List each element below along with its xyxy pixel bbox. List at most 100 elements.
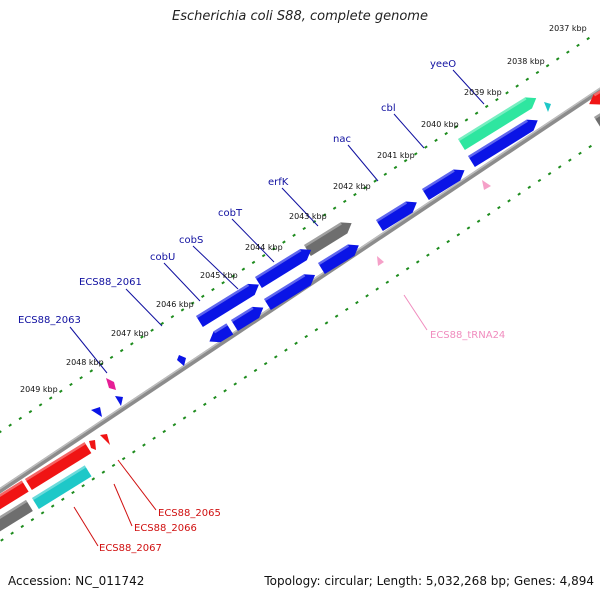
inner-tick-mark	[476, 219, 481, 223]
outer-tick-mark	[403, 159, 408, 163]
inner-tick-mark	[162, 429, 167, 434]
inner-tick-mark	[81, 484, 85, 488]
gene-label: ECS88_2063	[18, 315, 81, 326]
accession-text: Accession: NC_011742	[8, 574, 145, 588]
inner-tick-mark	[284, 348, 288, 352]
cds-block	[0, 480, 29, 510]
outer-tick-mark	[160, 321, 165, 326]
outer-tick-mark	[190, 301, 195, 305]
feature-layer	[0, 90, 600, 532]
outer-tick-mark	[332, 206, 337, 210]
outer-tick-mark	[109, 355, 114, 360]
small-feature	[115, 396, 123, 406]
inner-tick-mark	[40, 511, 45, 515]
inner-tick-mark	[0, 538, 4, 542]
inner-tick-mark	[152, 436, 156, 440]
inner-tick-mark	[578, 151, 582, 156]
small-feature	[106, 378, 116, 390]
gene-label: ECS88_2067	[99, 543, 162, 554]
inner-tick-mark	[588, 144, 592, 149]
outer-tick-mark	[545, 64, 550, 68]
kbp-tick-label: 2041 kbp	[377, 151, 415, 160]
leader-line-layer	[69, 69, 485, 547]
inner-tick-mark	[334, 314, 339, 318]
inner-tick-mark	[415, 260, 420, 264]
small-feature	[100, 434, 110, 445]
inner-tick-mark	[344, 307, 349, 312]
gene-leader-line	[117, 459, 157, 511]
small-feature	[91, 407, 102, 417]
cds-block-bevel	[594, 113, 600, 120]
inner-tick-mark	[294, 341, 298, 345]
outer-tick-mark	[322, 213, 327, 217]
cds-block	[468, 119, 538, 168]
gene-label: nac	[333, 134, 351, 145]
inner-tick-mark	[517, 192, 521, 196]
inner-tick-mark	[497, 205, 501, 210]
small-feature	[544, 102, 551, 112]
outer-tick-mark	[221, 281, 225, 285]
outer-tick-mark	[555, 57, 560, 61]
gene-leader-line	[281, 187, 319, 227]
cds-block-bevel	[213, 323, 228, 334]
gene-leader-line	[113, 483, 133, 527]
gene-leader-line	[452, 69, 485, 105]
outer-tick-mark	[59, 389, 63, 393]
cds-block	[209, 323, 234, 343]
inner-tick-mark	[466, 226, 471, 230]
outer-tick-mark	[464, 118, 469, 122]
cds-block	[589, 90, 600, 105]
gene-label: cobS	[179, 235, 203, 246]
outer-tick-mark	[119, 348, 124, 353]
inner-tick-mark	[324, 321, 329, 325]
trna-feature	[377, 256, 384, 266]
outer-tick-mark	[566, 50, 570, 54]
gene-leader-line	[163, 262, 201, 302]
gene-label: cobT	[218, 208, 243, 219]
outer-tick-mark	[130, 342, 134, 346]
kbp-tick-label: 2044 kbp	[245, 243, 283, 252]
inner-tick-mark	[182, 416, 187, 420]
inner-tick-mark	[121, 456, 126, 461]
kbp-tick-label: 2038 kbp	[507, 57, 545, 66]
inner-tick-mark	[385, 280, 390, 284]
inner-tick-mark	[537, 178, 542, 183]
inner-tick-mark	[446, 239, 450, 244]
outer-tick-mark	[271, 247, 276, 251]
outer-tick-mark	[8, 423, 12, 427]
outer-tick-mark	[434, 138, 438, 142]
inner-tick-mark	[263, 361, 268, 366]
inner-tick-mark	[91, 477, 96, 481]
outer-tick-mark	[383, 172, 388, 176]
outer-tick-mark	[201, 294, 205, 299]
cds-block-bevel	[0, 499, 28, 519]
kbp-tick-label: 2045 kbp	[200, 271, 238, 280]
cds-block-bevel	[231, 306, 254, 323]
cds-block	[594, 113, 600, 127]
cds-block	[231, 306, 264, 332]
kbp-tick-label: 2039 kbp	[464, 88, 502, 97]
inner-tick-mark	[365, 294, 369, 298]
genome-summary-text: Topology: circular; Length: 5,032,268 bp…	[264, 574, 594, 588]
outer-tick-mark	[18, 416, 23, 421]
inner-tick-mark	[568, 158, 572, 162]
gene-leader-line	[125, 288, 163, 327]
outer-tick-mark	[424, 145, 428, 149]
outer-tick-mark	[180, 308, 185, 312]
outer-tick-mark	[413, 152, 418, 156]
outer-tick-mark	[79, 376, 83, 380]
outer-tick-mark	[170, 315, 175, 319]
inner-tick-mark	[10, 531, 14, 535]
inner-tick-mark	[192, 409, 197, 413]
inner-tick-mark	[436, 246, 440, 250]
inner-tick-mark	[375, 287, 380, 291]
inner-tick-mark	[507, 199, 511, 203]
outer-tick-mark	[231, 274, 236, 278]
inner-tick-mark	[456, 233, 461, 237]
inner-tick-mark	[243, 375, 248, 379]
gene-label: cbl	[381, 103, 396, 114]
outer-tick-mark	[484, 104, 489, 109]
outer-tick-mark	[586, 36, 590, 41]
inner-tick-mark	[527, 185, 532, 189]
